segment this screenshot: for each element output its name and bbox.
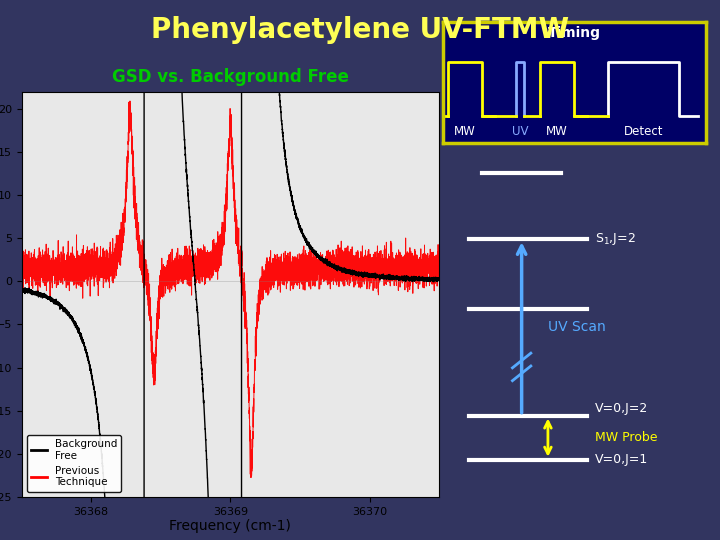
X-axis label: Frequency (cm-1): Frequency (cm-1) <box>169 519 292 534</box>
Text: V=0,J=1: V=0,J=1 <box>595 453 649 466</box>
Text: MW Probe: MW Probe <box>595 431 658 444</box>
Text: GSD vs. Background Free: GSD vs. Background Free <box>112 68 348 85</box>
Text: V=0,J=2: V=0,J=2 <box>595 402 649 415</box>
Legend: Background
Free, Previous
Technique: Background Free, Previous Technique <box>27 435 122 491</box>
Text: Detect: Detect <box>624 125 664 138</box>
Text: S$_1$,J=2: S$_1$,J=2 <box>595 231 636 247</box>
Text: MW: MW <box>454 125 476 138</box>
Text: UV: UV <box>512 125 528 138</box>
Text: UV Scan: UV Scan <box>548 320 606 334</box>
Text: Timing: Timing <box>548 26 600 39</box>
Text: Phenylacetylene UV-FTMW: Phenylacetylene UV-FTMW <box>151 16 569 44</box>
Text: MW: MW <box>546 125 568 138</box>
